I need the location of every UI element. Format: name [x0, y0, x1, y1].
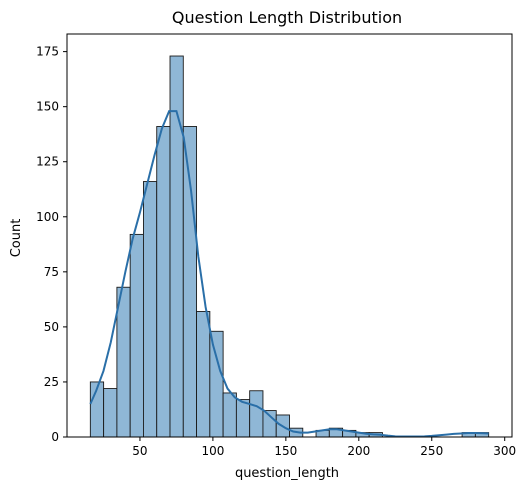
histogram-bar — [182, 126, 198, 438]
histogram-bar — [235, 399, 251, 438]
x-tick-label: 50 — [132, 444, 147, 458]
histogram-bars — [89, 55, 490, 438]
histogram-bar — [129, 233, 144, 438]
x-tick-label: 300 — [493, 444, 516, 458]
histogram-bar — [196, 311, 211, 438]
y-tick-label: 100 — [36, 210, 59, 224]
y-axis-ticks: 0 25 50 75 100 125 150 175 — [36, 45, 67, 444]
y-tick-label: 25 — [44, 375, 59, 389]
y-tick-label: 0 — [51, 430, 59, 444]
plot-frame — [66, 33, 513, 438]
kde-curve — [89, 110, 489, 438]
y-tick-label: 75 — [44, 265, 59, 279]
histogram-bar — [103, 388, 118, 438]
chart-title: Question Length Distribution — [172, 8, 402, 27]
histogram-bar — [116, 286, 131, 438]
x-tick-label: 250 — [420, 444, 443, 458]
histogram-bar — [222, 392, 237, 438]
y-tick-label: 125 — [36, 155, 59, 169]
histogram-bar — [156, 126, 171, 438]
y-tick-label: 150 — [36, 100, 59, 114]
histogram-bar — [142, 181, 158, 438]
y-tick-label: 175 — [36, 45, 59, 59]
x-axis-label: question_length — [235, 466, 339, 481]
x-axis-ticks: 50 100 150 200 250 300 — [132, 437, 516, 458]
x-tick-label: 100 — [201, 444, 224, 458]
x-tick-label: 150 — [274, 444, 297, 458]
histogram-bar — [249, 390, 264, 438]
x-tick-label: 200 — [347, 444, 370, 458]
histogram-bar — [209, 330, 224, 438]
y-tick-label: 50 — [44, 320, 59, 334]
y-axis-label: Count — [9, 219, 24, 258]
